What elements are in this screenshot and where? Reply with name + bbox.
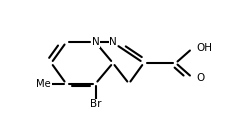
Text: Br: Br	[90, 99, 101, 109]
Text: O: O	[197, 73, 205, 83]
Text: N: N	[109, 38, 117, 47]
Text: OH: OH	[197, 43, 213, 53]
Text: N: N	[92, 38, 99, 47]
Text: Me: Me	[36, 79, 51, 89]
